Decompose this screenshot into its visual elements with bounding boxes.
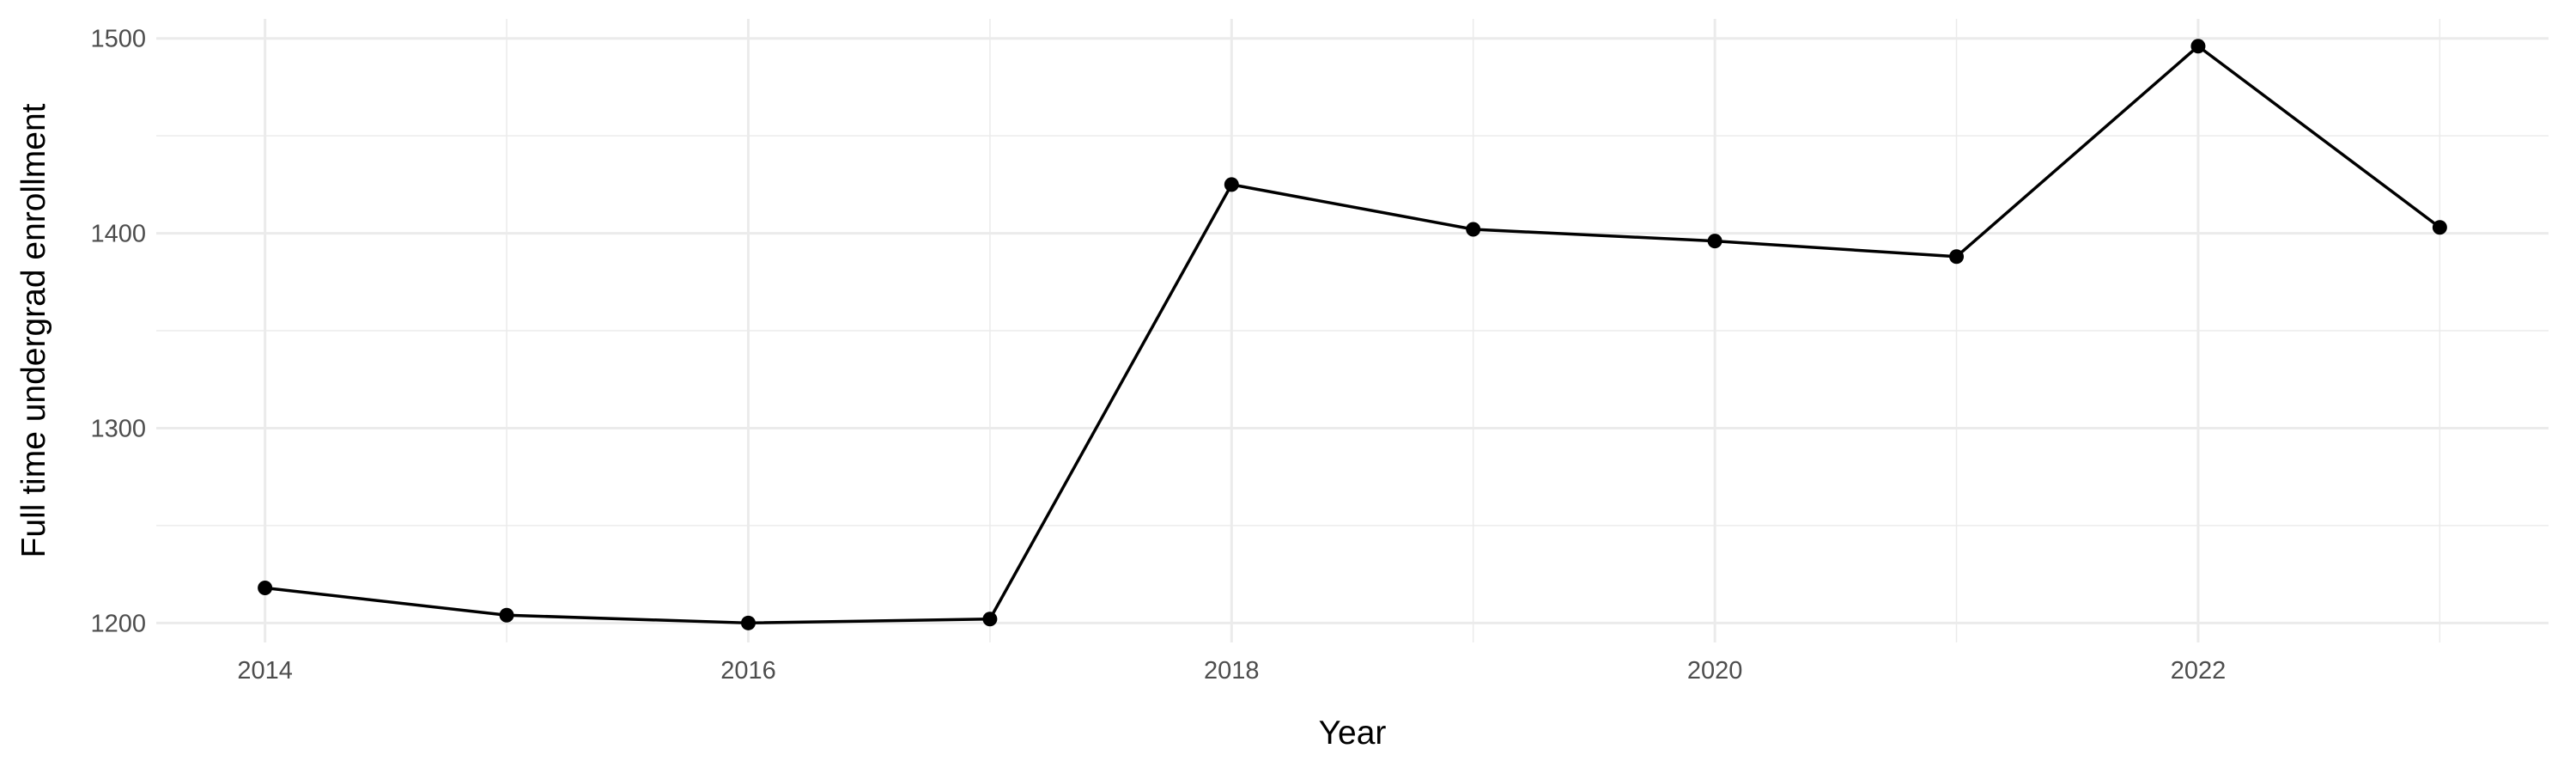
y-tick-label: 1400 <box>90 221 146 248</box>
x-tick-label: 2014 <box>237 657 293 685</box>
x-tick-label: 2018 <box>1204 657 1260 685</box>
data-point <box>1224 177 1239 192</box>
series-layer <box>258 39 2447 630</box>
minor-gridlines <box>156 19 2549 642</box>
data-point <box>1707 234 1722 249</box>
data-point <box>499 607 514 623</box>
x-axis-tick-labels: 2014 2016 2018 2020 2022 <box>237 657 2226 685</box>
x-axis-title: Year <box>1319 715 1387 752</box>
data-point <box>1466 222 1481 237</box>
y-axis-title: Full time undergrad enrollment <box>15 103 52 557</box>
data-point <box>258 580 273 595</box>
data-point <box>1949 249 1965 265</box>
data-point <box>982 612 998 627</box>
x-tick-label: 2022 <box>2171 657 2227 685</box>
y-tick-label: 1500 <box>90 26 146 53</box>
y-axis-tick-labels: 1200 1300 1400 1500 <box>90 26 146 638</box>
x-tick-label: 2020 <box>1687 657 1743 685</box>
y-tick-label: 1300 <box>90 415 146 442</box>
data-point <box>2190 39 2206 54</box>
series-line <box>264 45 2441 625</box>
y-tick-label: 1200 <box>90 610 146 637</box>
x-tick-label: 2016 <box>720 657 776 685</box>
data-point <box>2432 220 2447 235</box>
major-gridlines <box>156 19 2549 642</box>
data-point <box>740 615 756 630</box>
